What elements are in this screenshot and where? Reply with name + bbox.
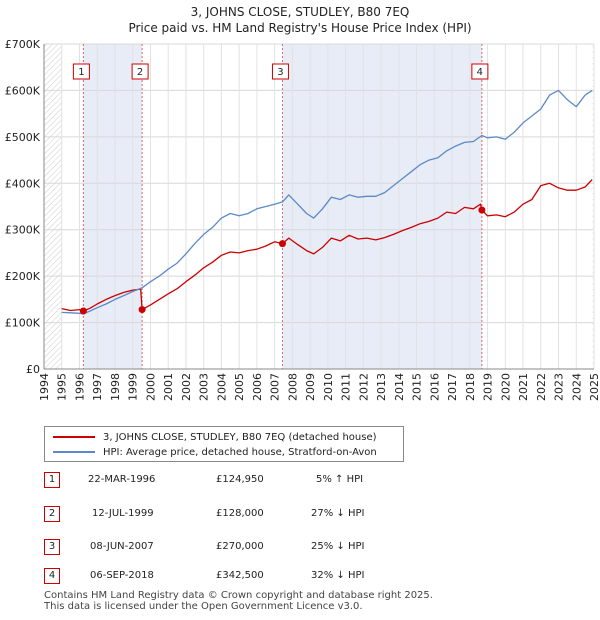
footer-licence: This data is licensed under the Open Gov… [44,601,363,612]
legend-label-hpi: HPI: Average price, detached house, Stra… [103,446,377,458]
sale-price: £124,950 [216,474,264,485]
sale-date: 06-SEP-2018 [90,570,154,581]
x-tick-label: 1997 [91,373,104,401]
sale-point [138,306,146,314]
sale-row: 1 22-MAR-1996 £124,950 5% ↑ HPI [44,472,384,490]
sale-price: £128,000 [216,508,264,519]
x-tick-label: 2012 [357,373,370,401]
property-price-line [61,179,593,312]
y-tick-label: £0 [26,363,40,376]
sale-marker-label: 2 [137,67,143,78]
x-tick-label: 2020 [499,373,512,401]
x-tick-label: 2006 [251,373,264,401]
sale-hpi-diff: 27% ↓ HPI [311,508,365,519]
legend-item-property: 3, JOHNS CLOSE, STUDLEY, B80 7EQ (detach… [53,430,377,444]
sale-point [278,240,286,248]
x-tick-label: 2024 [570,373,583,401]
y-tick-label: £300K [5,224,41,237]
sale-marker-box [72,63,90,80]
sale-row: 3 08-JUN-2007 £270,000 25% ↓ HPI [44,539,384,557]
sale-hpi-diff: 5% ↑ HPI [316,474,364,485]
no-data-hatch-end [592,44,594,369]
sale-marker-box [131,63,149,80]
y-tick-label: £500K [5,131,41,144]
x-tick-label: 2018 [464,373,477,401]
footer-note: Contains HM Land Registry data © Crown c… [44,590,433,612]
x-tick-label: 2003 [198,373,211,401]
x-tick-label: 2008 [286,373,299,401]
no-data-hatch-start [44,44,62,369]
x-tick-label: 1998 [109,373,122,401]
sale-number-badge: 1 [44,472,60,488]
x-tick-label: 2001 [162,373,175,401]
sale-row: 4 06-SEP-2018 £342,500 32% ↓ HPI [44,568,384,586]
sale-row: 2 12-JUL-1999 £128,000 27% ↓ HPI [44,506,384,524]
x-tick-label: 2025 [588,373,600,401]
sale-point [478,206,486,214]
y-tick-label: £700K [5,38,41,51]
x-tick-label: 2005 [233,373,246,401]
sale-marker-label: 4 [477,67,483,78]
x-tick-label: 2009 [304,373,317,401]
hpi-line [61,89,593,315]
x-tick-label: 2010 [322,373,335,401]
legend-swatch-property [53,436,95,438]
sale-date: 22-MAR-1996 [88,474,156,485]
x-tick-label: 1999 [127,373,140,401]
sale-period-shade [282,44,482,369]
x-tick-label: 2019 [482,373,495,401]
x-tick-label: 2000 [144,373,157,401]
sale-number-badge: 3 [44,539,60,555]
x-tick-label: 2016 [428,373,441,401]
sale-date: 08-JUN-2007 [90,541,154,552]
chart-title-line1: 3, JOHNS CLOSE, STUDLEY, B80 7EQ [190,5,410,19]
sale-date: 12-JUL-1999 [92,508,154,519]
price-chart: 1 2 3 4 £0 £100K £200K £300K £400K £500K £600K £700… [5,38,600,401]
sale-marker-label: 3 [277,67,283,78]
sale-price: £270,000 [216,541,264,552]
x-tick-label: 2004 [215,373,228,401]
sale-marker-label: 1 [78,67,84,78]
x-tick-label: 2002 [180,373,193,401]
footer-copyright: Contains HM Land Registry data © Crown c… [44,590,433,601]
sale-point [79,307,87,315]
x-tick-label: 2023 [553,373,566,401]
sale-marker-box [471,63,489,80]
x-tick-label: 2007 [269,373,282,401]
x-tick-label: 2015 [411,373,424,401]
sale-hpi-diff: 32% ↓ HPI [311,570,365,581]
x-tick-label: 1995 [56,373,69,401]
chart-title-line2: Price paid vs. HM Land Registry's House … [128,21,472,35]
legend-swatch-hpi [53,451,95,453]
sale-period-shade [83,44,143,369]
y-tick-label: £100K [5,317,41,330]
y-tick-label: £200K [5,270,41,283]
sale-number-badge: 4 [44,568,60,584]
x-tick-label: 2021 [517,373,530,401]
sale-number-badge: 2 [44,506,60,522]
x-tick-label: 2017 [446,373,459,401]
sale-marker-box [271,63,289,80]
x-tick-label: 2013 [375,373,388,401]
y-tick-label: £400K [5,177,41,190]
x-tick-label: 2011 [340,373,353,401]
x-tick-label: 2014 [393,373,406,401]
y-tick-label: £600K [5,84,41,97]
legend-label-property: 3, JOHNS CLOSE, STUDLEY, B80 7EQ (detach… [103,431,377,443]
sale-price: £342,500 [216,570,264,581]
chart-legend: 3, JOHNS CLOSE, STUDLEY, B80 7EQ (detach… [44,426,404,462]
legend-item-hpi: HPI: Average price, detached house, Stra… [53,445,377,459]
x-tick-label: 1994 [38,373,51,401]
x-tick-label: 2022 [535,373,548,401]
sale-hpi-diff: 25% ↓ HPI [311,541,365,552]
x-tick-label: 1996 [73,373,86,401]
